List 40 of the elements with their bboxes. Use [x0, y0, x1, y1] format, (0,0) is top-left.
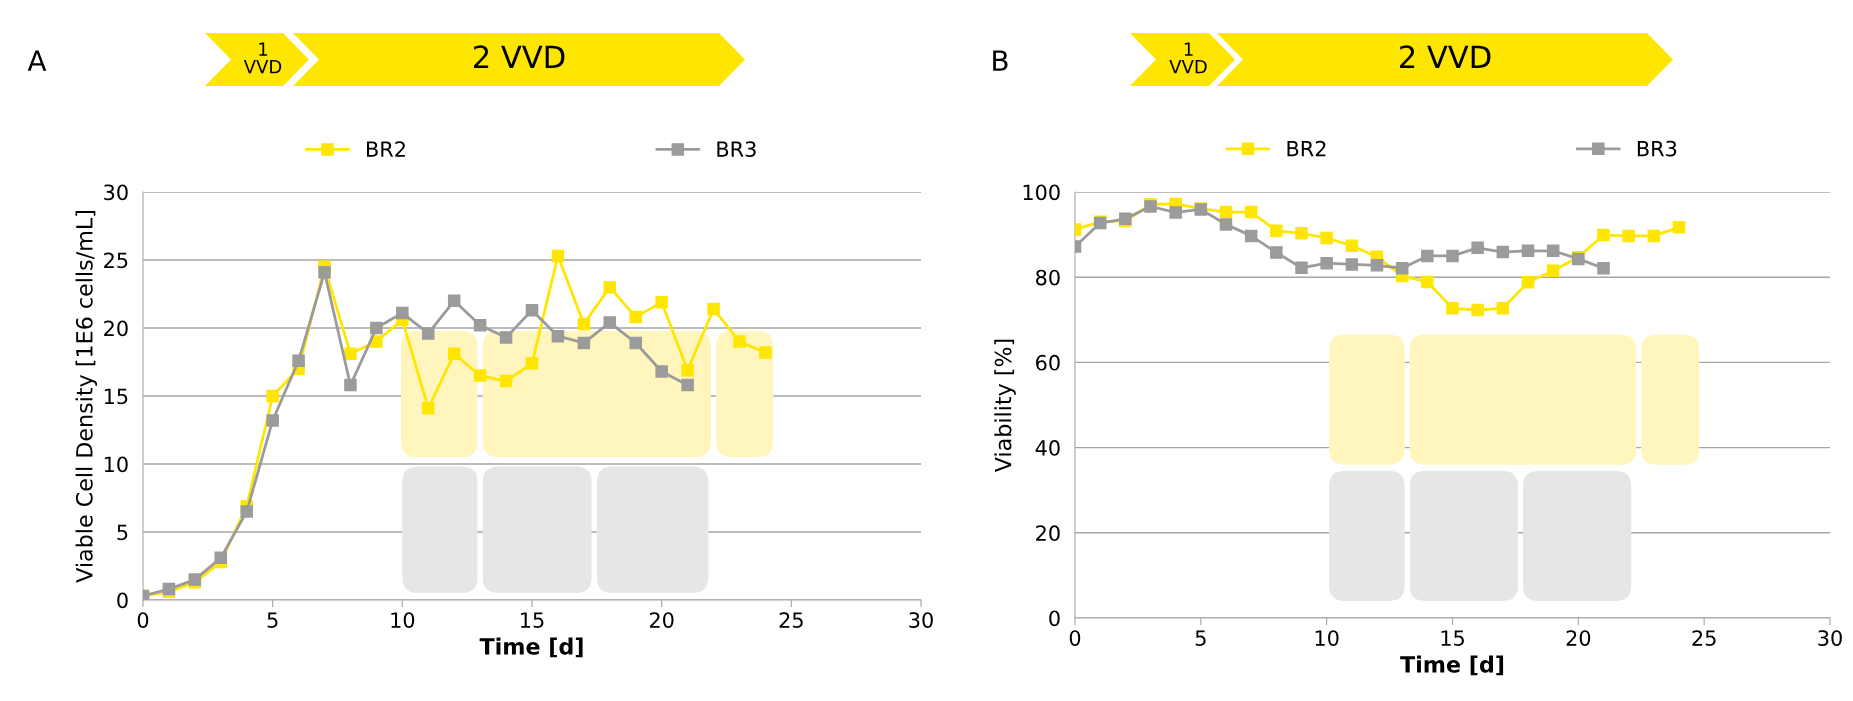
y-tick-label: 60: [1036, 354, 1060, 371]
y-axis-title: Viability [%]: [994, 339, 1016, 473]
x-axis-title: Time [d]: [479, 637, 583, 658]
x-tick-label: 5: [1195, 630, 1206, 646]
text: 1 VVD: [243, 42, 282, 74]
x-tick-label: 30: [909, 612, 933, 628]
x-tick-label: 10: [1315, 630, 1339, 646]
y-tick-label: 10: [104, 456, 128, 473]
x-tick-label: 25: [1692, 630, 1716, 646]
y-tick-label: 100: [1023, 184, 1060, 201]
x-tick-label: 25: [779, 612, 803, 628]
y-tick-label: 25: [104, 252, 128, 269]
text: A: [27, 50, 47, 71]
legend-label: BR3: [717, 141, 756, 157]
x-tick-label: 20: [1566, 630, 1591, 646]
x-axis-title: Time [d]: [1400, 655, 1504, 676]
y-axis-title: Viable Cell Density [1E6 cells/mL]: [75, 211, 98, 583]
x-tick-label: 0: [1069, 630, 1081, 646]
x-tick-label: 30: [1818, 630, 1842, 646]
y-tick-label: 80: [1036, 269, 1060, 286]
y-tick-label: 40: [1035, 440, 1060, 456]
x-tick-label: 10: [391, 612, 415, 628]
legend-label: BR2: [367, 141, 405, 157]
y-tick-label: 20: [104, 320, 128, 337]
y-tick-label: 0: [117, 592, 128, 609]
y-tick-label: 30: [104, 184, 128, 201]
text: 1 VVD: [1169, 42, 1207, 74]
x-tick-label: 5: [267, 612, 278, 628]
text: B: [993, 50, 1008, 71]
x-tick-label: 15: [1441, 630, 1464, 646]
legend-label: BR3: [1637, 140, 1677, 157]
y-tick-label: 20: [1036, 525, 1060, 542]
x-tick-label: 20: [649, 612, 674, 628]
x-tick-label: 0: [137, 612, 149, 628]
x-tick-label: 15: [521, 612, 544, 628]
y-tick-label: 5: [117, 524, 128, 541]
legend-label: BR2: [1287, 140, 1326, 157]
text: 2 VVD: [474, 45, 565, 68]
text: 2 VVD: [1400, 45, 1491, 68]
y-tick-label: 15: [104, 388, 128, 405]
